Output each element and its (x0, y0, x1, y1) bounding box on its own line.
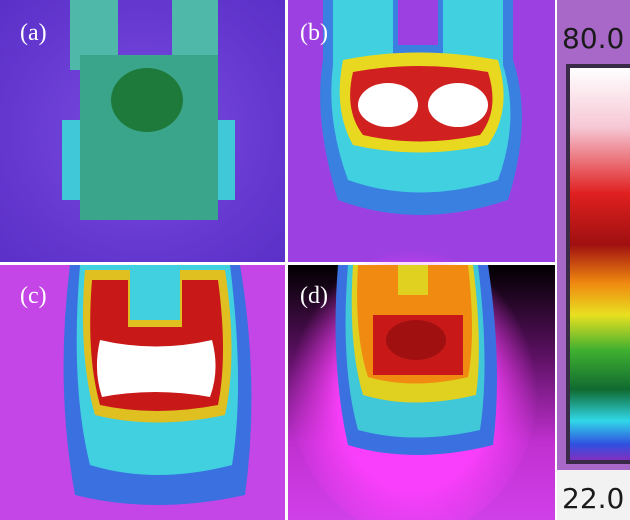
panel-a: (a) (0, 0, 285, 262)
hot-spot (358, 83, 418, 127)
panel-d: (d) (288, 235, 555, 520)
panel-label: (c) (20, 283, 47, 309)
scale-max-label: 80.0 (562, 22, 624, 55)
page: html, body { margin: 0; padding: 0; widt… (0, 0, 630, 520)
page-body: {"panels": [{"label": "(a)"}, {"label": … (0, 0, 630, 520)
color-bar (570, 68, 630, 460)
panel-label: (b) (300, 20, 328, 46)
figure: (a) (b) (c) (d) 80. (0, 0, 630, 520)
hot-spot (386, 320, 446, 360)
panel-label: (a) (20, 20, 47, 46)
scale-min-label: 22.0 (562, 482, 624, 515)
hot-spot (111, 68, 183, 132)
panel-b: (b) (288, 0, 555, 262)
hot-spot (97, 340, 216, 397)
panel-label: (d) (300, 283, 328, 309)
hot-spot (428, 83, 488, 127)
panel-c: (c) (0, 265, 285, 520)
color-scale: 80.0 22.0 (557, 0, 630, 520)
